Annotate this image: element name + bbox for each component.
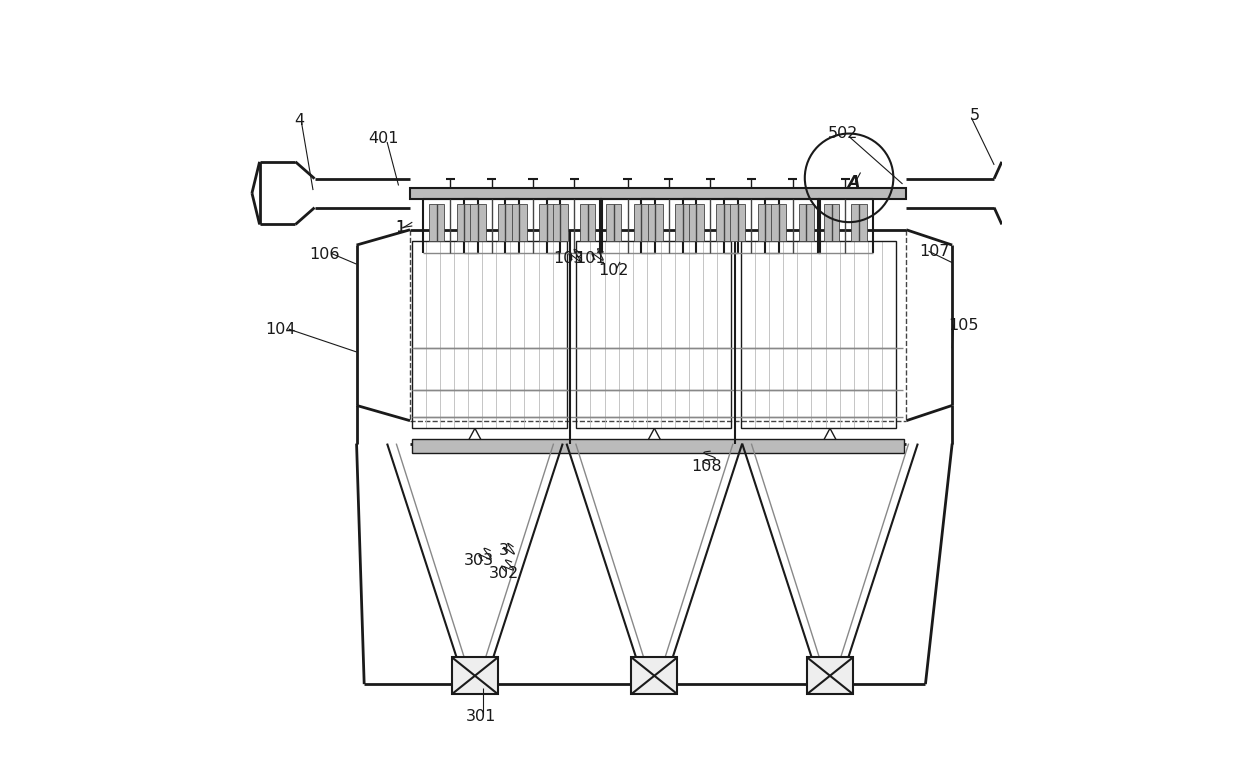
Bar (799, 204, 813, 241)
Bar (852, 204, 867, 241)
Text: 502: 502 (828, 126, 858, 141)
Bar (647, 204, 662, 241)
Text: 102: 102 (599, 262, 629, 278)
Bar (577, 241, 730, 428)
Text: 106: 106 (309, 247, 340, 262)
Bar (410, 187, 906, 199)
Text: 401: 401 (368, 131, 398, 145)
Text: 101: 101 (575, 250, 606, 265)
Bar (717, 204, 732, 241)
Bar (606, 204, 621, 241)
Bar (580, 204, 595, 241)
Bar (740, 241, 897, 428)
Text: 303: 303 (464, 553, 494, 568)
Text: 108: 108 (691, 459, 722, 474)
Bar (730, 204, 745, 241)
Bar (823, 204, 839, 241)
Text: 3: 3 (498, 543, 508, 558)
Bar (429, 204, 444, 241)
Bar (675, 204, 691, 241)
Bar (539, 204, 554, 241)
Bar (498, 204, 513, 241)
Text: A: A (847, 175, 859, 190)
Text: 301: 301 (466, 709, 496, 724)
Text: 107: 107 (919, 244, 950, 259)
Text: 4: 4 (294, 113, 304, 128)
Text: 1: 1 (396, 220, 405, 235)
Bar (771, 204, 786, 241)
Bar (470, 204, 486, 241)
Text: 104: 104 (265, 321, 295, 337)
Bar (412, 241, 567, 428)
Bar (456, 204, 471, 241)
Bar (758, 204, 773, 241)
Text: 103: 103 (553, 250, 583, 265)
Text: 302: 302 (489, 566, 520, 581)
Bar (634, 204, 649, 241)
Bar (688, 204, 704, 241)
Text: 1: 1 (396, 220, 405, 235)
Text: 105: 105 (949, 317, 978, 333)
Bar (807, 657, 853, 694)
Bar (512, 204, 527, 241)
Bar (631, 657, 677, 694)
Bar (553, 204, 568, 241)
Text: 5: 5 (970, 108, 980, 122)
Bar (453, 657, 497, 694)
Bar (412, 439, 904, 453)
